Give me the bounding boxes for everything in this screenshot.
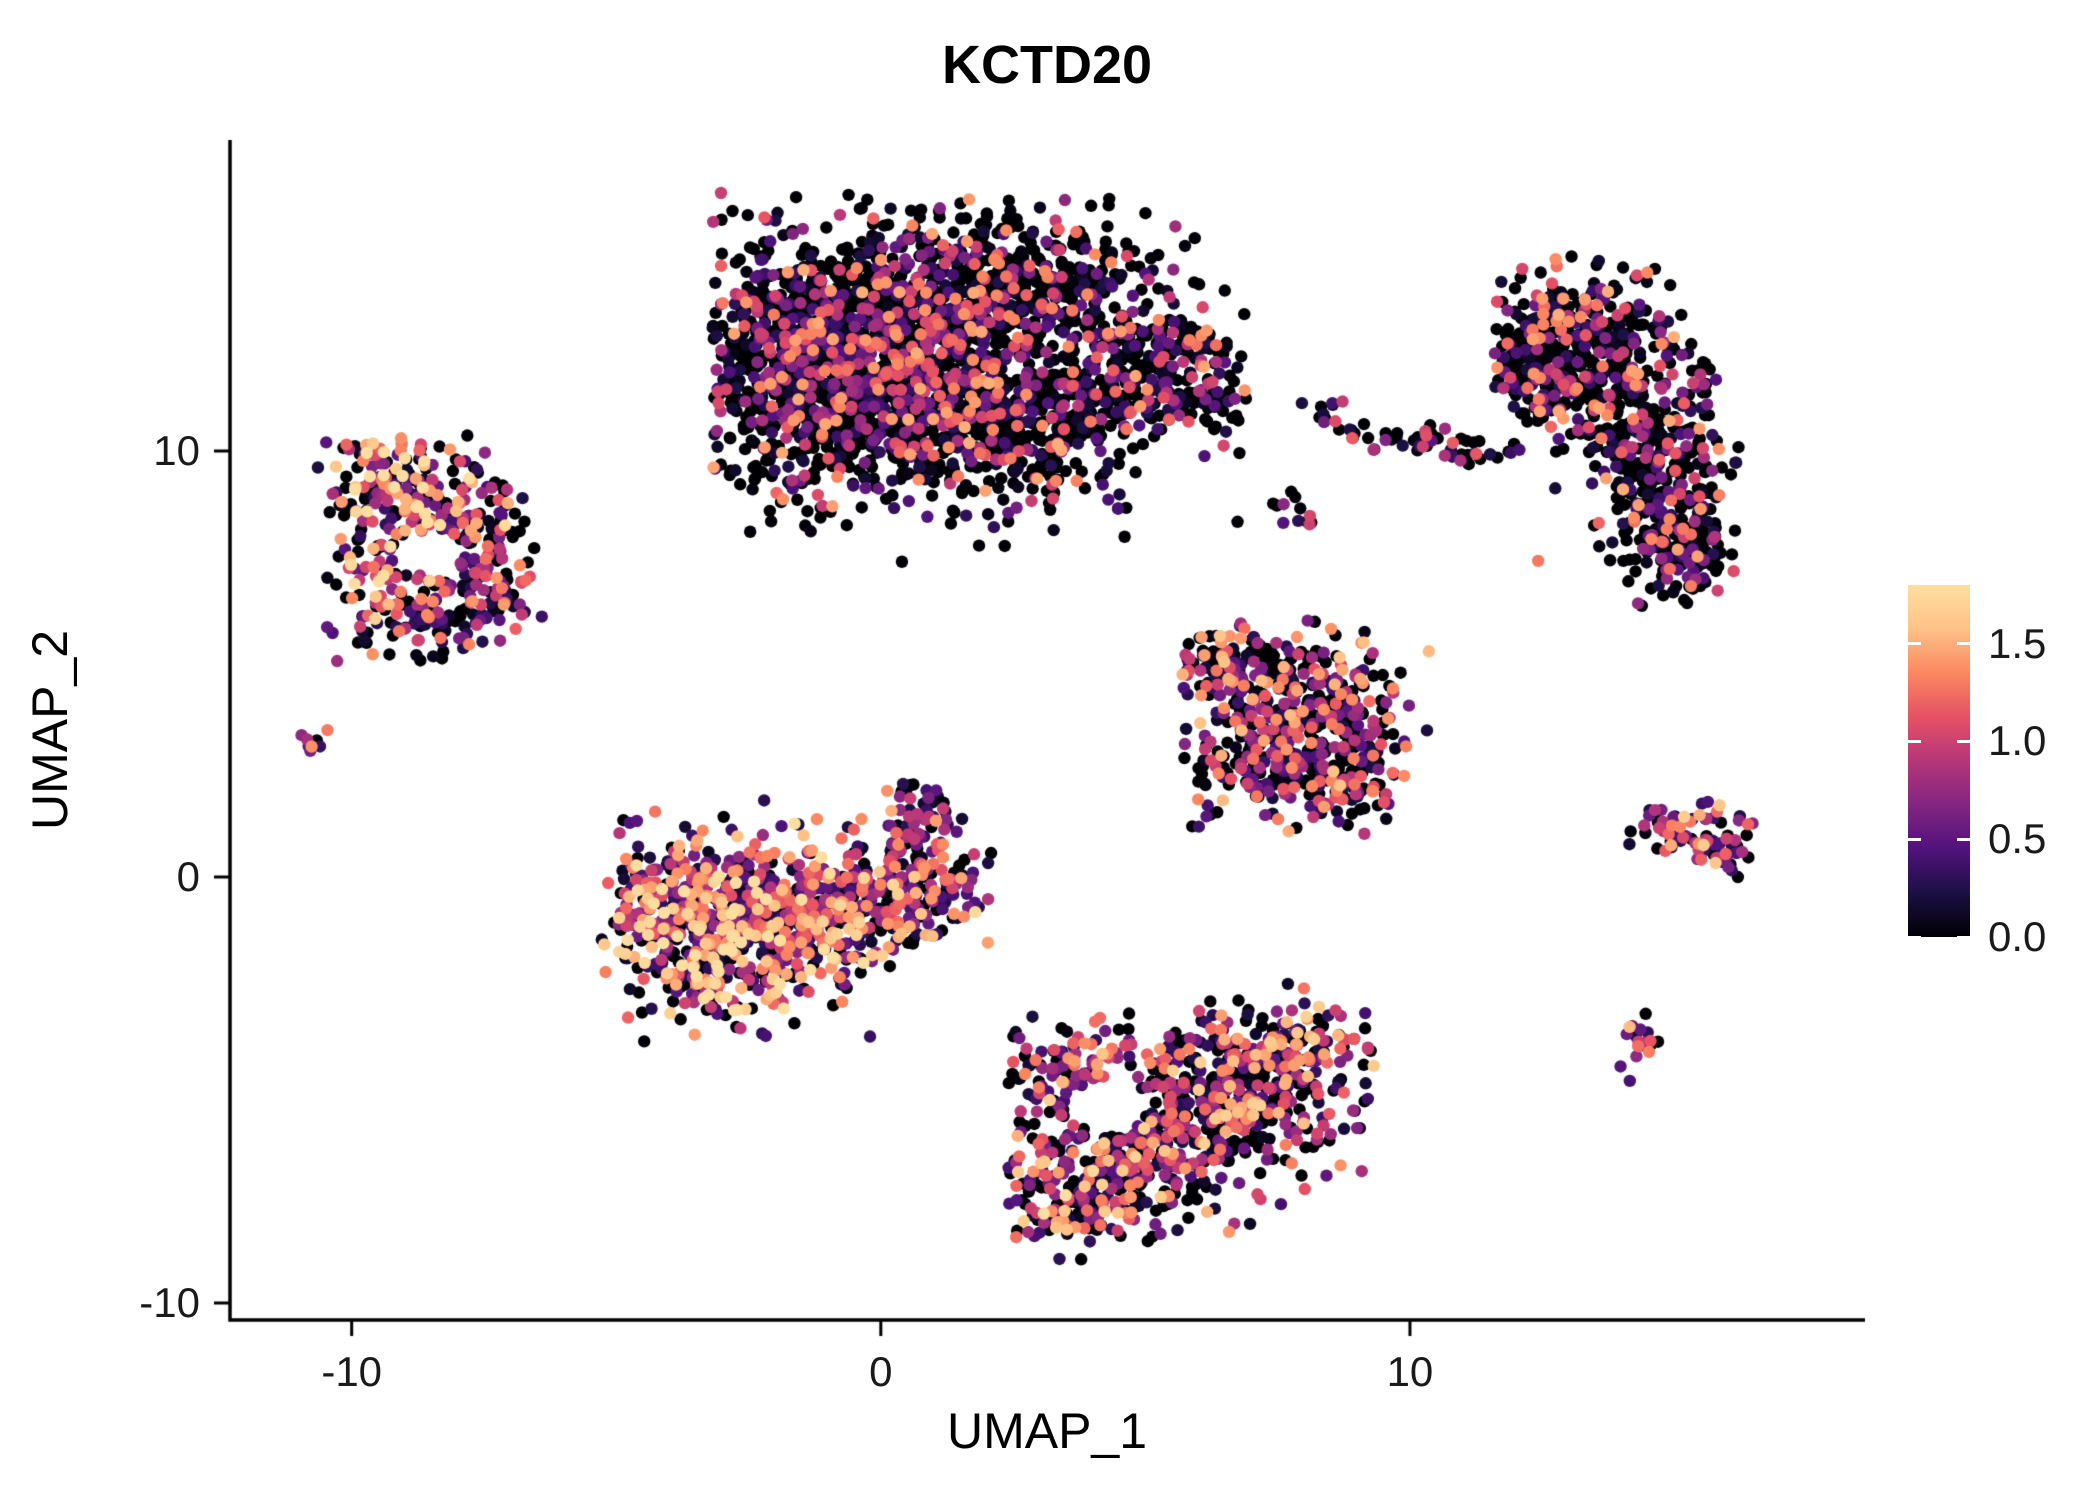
y-tick-label: 10 (153, 426, 200, 474)
x-tick-label: 10 (1386, 1348, 1434, 1395)
colorbar-gradient (1908, 585, 1970, 937)
colorbar-tick-mark (1908, 935, 1921, 939)
x-tick-label: -10 (321, 1348, 383, 1395)
x-axis-label: UMAP_1 (946, 1403, 1148, 1459)
colorbar-tick-mark (1957, 739, 1970, 743)
colorbar-tick-mark (1908, 642, 1921, 646)
y-axis-label: UMAP_2 (22, 629, 78, 831)
y-tick-label: 0 (176, 852, 200, 900)
colorbar-tick-mark (1908, 837, 1921, 841)
colorbar-tick-label: 0.5 (1988, 815, 2047, 863)
colorbar-tick-mark (1957, 642, 1970, 646)
colorbar-tick-label: 1.0 (1988, 717, 2047, 765)
y-tick-label: -10 (139, 1278, 200, 1326)
colorbar-tick-mark (1957, 837, 1970, 841)
colorbar-tick-mark (1957, 935, 1970, 939)
colorbar-tick-label: 1.5 (1988, 619, 2047, 667)
x-tick-label: 0 (869, 1348, 893, 1395)
colorbar-tick-label: 0.0 (1988, 913, 2047, 960)
colorbar-tick-mark (1908, 739, 1921, 743)
plot-title: KCTD20 (941, 35, 1153, 95)
